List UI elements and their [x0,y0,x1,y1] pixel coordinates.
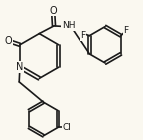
Text: O: O [49,6,57,16]
Text: F: F [80,31,86,40]
Text: F: F [123,26,128,35]
Text: Cl: Cl [63,123,72,132]
Text: O: O [5,36,12,46]
Text: NH: NH [62,21,75,30]
Text: N: N [16,62,24,72]
